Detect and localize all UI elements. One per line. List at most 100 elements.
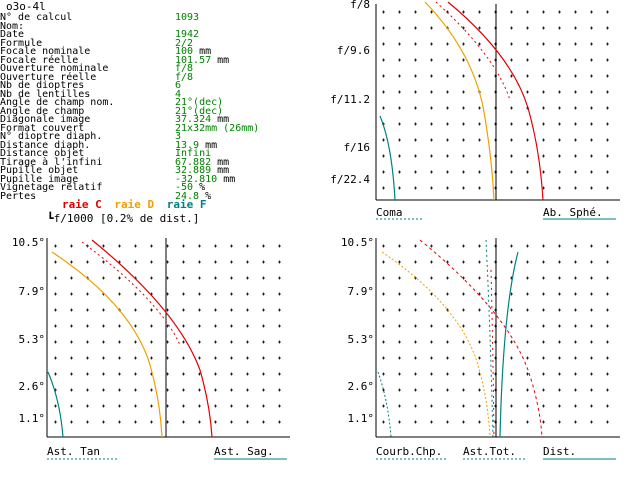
grid-mark (214, 244, 217, 248)
grid-mark (414, 186, 417, 190)
grid-mark (70, 356, 73, 360)
grid-mark (414, 244, 417, 248)
grid-mark (558, 90, 561, 94)
param-value: 37.324 mm (175, 115, 229, 125)
scale-note-text: f/1000 [0.2% de dist.] (53, 212, 200, 225)
grid-mark (198, 244, 201, 248)
grid-mark (510, 186, 513, 190)
grid-mark (526, 308, 529, 312)
grid-mark (590, 404, 593, 408)
grid-mark (526, 58, 529, 62)
grid-mark (446, 372, 449, 376)
grid-mark (574, 308, 577, 312)
y-label-4: f/22.4 (330, 173, 370, 186)
grid-mark (574, 324, 577, 328)
grid-mark (606, 10, 609, 14)
grid-mark (398, 10, 401, 14)
param-value-text: 32.889 (175, 165, 212, 176)
grid-mark (246, 324, 249, 328)
param-value: 2/2 (175, 38, 193, 48)
grid-mark (134, 308, 137, 312)
grid-mark (526, 404, 529, 408)
grid-mark (150, 420, 153, 424)
grid-mark (558, 154, 561, 158)
y-label-0: f/8 (350, 0, 370, 11)
param-row: Focale nominale 100 mm (0, 47, 250, 57)
grid-mark (462, 58, 465, 62)
param-value-text: 21x32mm (26mm) (175, 122, 260, 134)
grid-mark (398, 340, 401, 344)
grid-mark (398, 244, 401, 248)
grid-mark (606, 372, 609, 376)
y-label-2: f/11.2 (330, 93, 370, 106)
grid-mark (510, 154, 513, 158)
grid-mark (86, 420, 89, 424)
grid-mark (590, 58, 593, 62)
grid-mark (462, 170, 465, 174)
grid-mark (54, 244, 57, 248)
coma-f-curve (379, 115, 396, 201)
param-value-text: 4 (175, 88, 182, 100)
grid-mark (278, 372, 281, 376)
param-label: Pertes (0, 190, 37, 202)
grid-mark (230, 260, 233, 264)
grid-mark (398, 74, 401, 78)
grid-mark (606, 244, 609, 248)
param-value-text: 21°(dec) (175, 105, 224, 117)
grid-mark (542, 10, 545, 14)
grid-mark (446, 244, 449, 248)
grid-mark (70, 292, 73, 296)
grid-mark (446, 106, 449, 110)
grid-mark (214, 292, 217, 296)
grid-mark (542, 244, 545, 248)
ast-tot-f-curve (499, 251, 519, 438)
param-value-text: 1093 (175, 12, 200, 23)
y-label-2: 5.3° (19, 333, 46, 346)
grid-mark (70, 372, 73, 376)
grid-mark (118, 244, 121, 248)
param-value-text: 1942 (175, 29, 200, 40)
y-label-4: 1.1° (348, 412, 375, 425)
grid-mark (102, 356, 105, 360)
sph-c-curve (447, 1, 544, 201)
grid-mark (414, 10, 417, 14)
grid-mark (86, 356, 89, 360)
grid-mark (398, 58, 401, 62)
grid-mark (118, 340, 121, 344)
grid-mark (606, 170, 609, 174)
y-label-3: f/16 (344, 141, 371, 154)
param-row: N° dioptre diaph. 3 (0, 132, 250, 142)
grid-mark (478, 170, 481, 174)
grid-mark (54, 404, 57, 408)
grid-mark (574, 420, 577, 424)
grid-mark (606, 138, 609, 142)
param-value: f/8 (175, 72, 193, 82)
grid-mark (382, 106, 385, 110)
grid-mark (606, 404, 609, 408)
scale-note: ┗f/1000 [0.2% de dist.] (47, 212, 199, 225)
grid-mark (182, 244, 185, 248)
grid-mark (606, 26, 609, 30)
grid-mark (446, 260, 449, 264)
grid-mark (430, 260, 433, 264)
param-label: Distance diaph. (0, 139, 91, 151)
grid-mark (446, 42, 449, 46)
grid-mark (54, 276, 57, 280)
grid-mark (542, 106, 545, 110)
grid-mark (558, 292, 561, 296)
grid-mark (118, 388, 121, 392)
grid-mark (182, 340, 185, 344)
grid-marks (382, 244, 609, 424)
grid-mark (150, 244, 153, 248)
grid-mark (558, 372, 561, 376)
grid-mark (542, 308, 545, 312)
param-label: N° de calcul (0, 12, 73, 23)
grid-mark (86, 372, 89, 376)
grid-mark (478, 340, 481, 344)
grid-mark (542, 58, 545, 62)
param-row: Angle de champ 21°(dec) (0, 105, 250, 117)
grid-mark (542, 154, 545, 158)
grid-mark (430, 154, 433, 158)
grid-mark (430, 244, 433, 248)
grid-mark (382, 244, 385, 248)
